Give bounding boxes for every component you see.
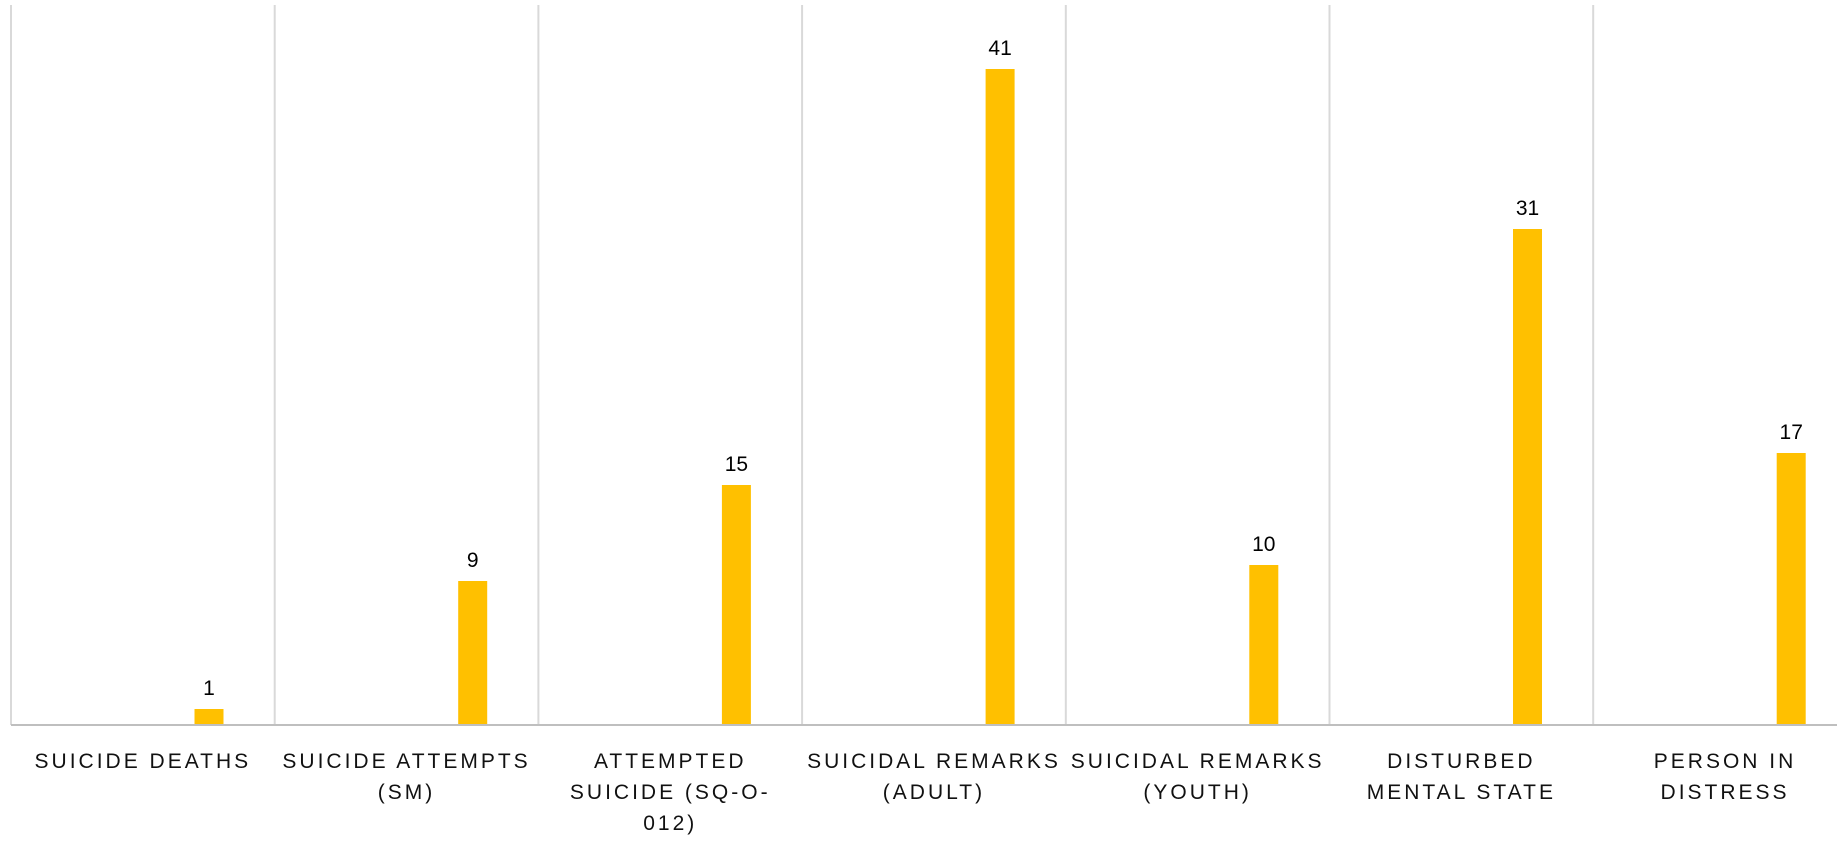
- bar: [1776, 453, 1806, 725]
- category-axis-label: SUICIDE ATTEMPTS: [282, 750, 530, 773]
- bar: [1249, 565, 1279, 725]
- category-axis-label: DISTURBED: [1387, 750, 1535, 773]
- bar-value-label: 9: [467, 549, 479, 572]
- bar-value-label: 31: [1516, 197, 1539, 220]
- category-axis-label: (ADULT): [883, 781, 985, 804]
- bar: [194, 709, 224, 725]
- category-axis-label: SUICIDAL REMARKS: [1071, 750, 1325, 773]
- bar: [985, 69, 1015, 725]
- bar-value-label: 10: [1252, 533, 1275, 556]
- bar: [1513, 229, 1542, 725]
- category-axis-label: SUICIDE (SQ-O-: [570, 781, 771, 804]
- bar-value-label: 1: [203, 677, 215, 700]
- category-axis-label: SUICIDE DEATHS: [35, 750, 252, 773]
- bar-value-label: 41: [988, 37, 1011, 60]
- category-axis-label: 012): [643, 812, 697, 835]
- bar-value-label: 15: [725, 453, 748, 476]
- category-axis-label: (YOUTH): [1143, 781, 1252, 804]
- bar: [721, 485, 751, 725]
- bar-value-label: 17: [1780, 421, 1803, 444]
- category-axis-label: MENTAL STATE: [1367, 781, 1556, 804]
- bar: [458, 581, 488, 725]
- category-axis-label: PERSON IN: [1654, 750, 1797, 773]
- category-axis-label: SUICIDAL REMARKS: [807, 750, 1061, 773]
- category-axis-label: DISTRESS: [1661, 781, 1790, 804]
- category-axis-label: (SM): [378, 781, 436, 804]
- category-axis-label: ATTEMPTED: [594, 750, 747, 773]
